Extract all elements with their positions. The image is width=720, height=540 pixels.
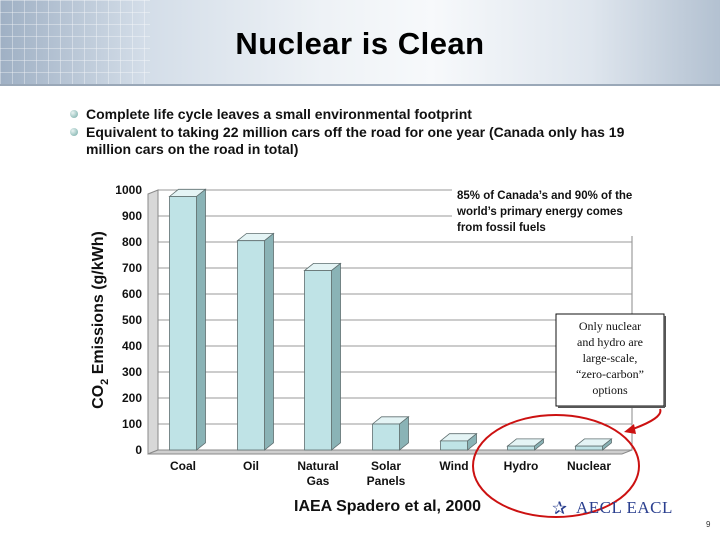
bullet-dot-icon bbox=[70, 110, 78, 118]
y-tick-label: 800 bbox=[122, 235, 142, 249]
y-tick-label: 100 bbox=[122, 417, 142, 431]
bar-natural-gas bbox=[304, 270, 332, 451]
zero-carbon-note: Only nuclear and hydro are large-scale, “ze… bbox=[576, 319, 644, 397]
aecl-logo: ✰ AECL EACL bbox=[552, 496, 692, 522]
star-swoosh-icon: ✰ bbox=[552, 498, 568, 519]
bullet-dot-icon bbox=[70, 128, 78, 136]
bar-wind bbox=[440, 440, 468, 451]
y-tick-label: 700 bbox=[122, 261, 142, 275]
bar-coal bbox=[169, 196, 197, 451]
bar-side-natural-gas bbox=[331, 262, 341, 451]
y-tick-label: 500 bbox=[122, 313, 142, 327]
page-number: 9 bbox=[706, 520, 711, 529]
slide-title: Nuclear is Clean bbox=[235, 26, 485, 61]
y-tick-label: 900 bbox=[122, 209, 142, 223]
y-tick-label: 200 bbox=[122, 391, 142, 405]
bar-hydro bbox=[507, 445, 535, 451]
header-grid-pattern bbox=[0, 0, 150, 84]
logo-text: AECL EACL bbox=[576, 498, 673, 517]
x-tick-label: Nuclear bbox=[567, 459, 611, 473]
bar-side-coal bbox=[196, 188, 206, 451]
y-tick-label: 0 bbox=[135, 443, 142, 457]
bar-side-oil bbox=[264, 232, 274, 451]
slide-header bbox=[0, 0, 720, 84]
y-tick-label: 400 bbox=[122, 339, 142, 353]
bar-oil bbox=[237, 240, 265, 451]
y-axis-label: CO2 Emissions (g/kWh) bbox=[90, 231, 111, 409]
y-axis-wall bbox=[147, 189, 159, 455]
x-tick-label: Wind bbox=[439, 459, 468, 473]
source-citation: IAEA Spadero et al, 2000 bbox=[294, 498, 482, 515]
highlight-arrow bbox=[629, 408, 662, 431]
x-axis-floor bbox=[147, 449, 633, 455]
arrow-head-icon bbox=[624, 424, 636, 434]
x-tick-label: Coal bbox=[170, 459, 196, 473]
fossil-note: 85% of Canada’s and 90% of the world’s pr… bbox=[456, 190, 632, 234]
x-tick-label: Oil bbox=[243, 459, 259, 473]
bullet-text: Complete life cycle leaves a small envir… bbox=[86, 106, 472, 122]
highlight-ellipse bbox=[472, 414, 640, 518]
y-tick-label: 300 bbox=[122, 365, 142, 379]
y-tick-label: 600 bbox=[122, 287, 142, 301]
bar-nuclear bbox=[575, 445, 603, 451]
x-tick-label: Hydro bbox=[504, 459, 539, 473]
bullet-text: Equivalent to taking 22 million cars off… bbox=[86, 124, 625, 157]
x-tick-label: Solar Panels bbox=[367, 459, 406, 488]
header-rule bbox=[0, 84, 720, 86]
bullet-list: Complete life cycle leaves a small envir… bbox=[70, 106, 670, 159]
x-tick-label: Natural Gas bbox=[297, 459, 338, 488]
y-tick-label: 1000 bbox=[115, 183, 142, 197]
fossil-note-box bbox=[452, 184, 634, 236]
bar-solar-panels bbox=[372, 423, 400, 451]
bullet-item: Complete life cycle leaves a small envir… bbox=[70, 106, 670, 123]
bullet-item: Equivalent to taking 22 million cars off… bbox=[70, 124, 670, 158]
